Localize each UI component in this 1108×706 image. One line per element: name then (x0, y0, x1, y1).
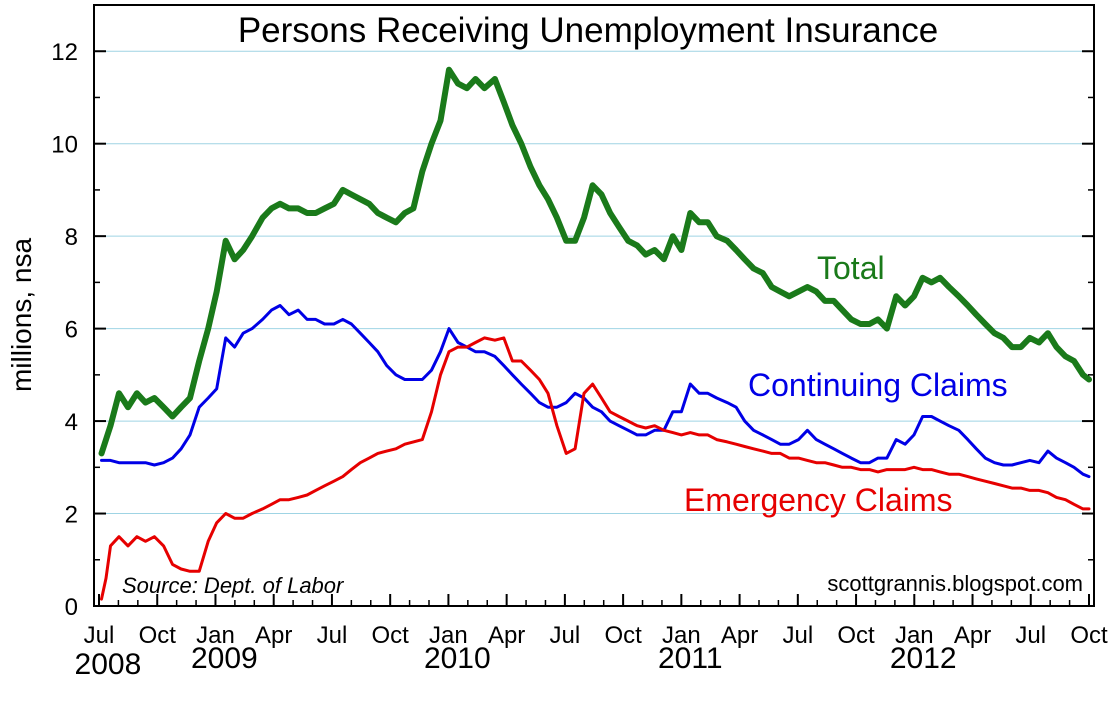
y-tick-label: 6 (65, 317, 78, 344)
series-layer (98, 66, 1092, 601)
plot-frame (93, 4, 1095, 607)
series-label-continuing-claims: Continuing Claims (748, 367, 1008, 403)
x-tick-label: Jul (550, 622, 581, 649)
site-note: scottgrannis.blogspot.com (827, 571, 1083, 596)
year-label: 2009 (191, 642, 258, 675)
source-note: Source: Dept. of Labor (122, 573, 345, 598)
year-label: 2012 (890, 642, 957, 675)
series-line-total (98, 66, 1092, 457)
chart-title: Persons Receiving Unemployment Insurance (238, 11, 938, 50)
x-tick-label: Oct (604, 622, 642, 649)
series-line-emergency-claims (100, 336, 1091, 601)
year-label: 2010 (424, 642, 491, 675)
x-tick-label: Oct (372, 622, 410, 649)
x-tick-label: Jan (429, 622, 468, 649)
x-tick-label: Jul (782, 622, 813, 649)
x-tick-label: Oct (837, 622, 875, 649)
y-axis: 0 2 4 6 8 10 12 (51, 39, 1094, 621)
x-tick-label: Jan (895, 622, 934, 649)
y-axis-title: millions, nsa (6, 238, 37, 392)
y-tick-label: 2 (65, 502, 78, 529)
x-tick-label: Apr (954, 622, 991, 649)
y-tick-label: 4 (65, 409, 78, 436)
gridlines (94, 50, 1094, 515)
year-label: 2008 (75, 648, 142, 681)
x-tick-label: Jan (662, 622, 701, 649)
x-tick-label: Jul (317, 622, 348, 649)
year-label: 2011 (658, 642, 723, 675)
x-tick-label: Oct (139, 622, 177, 649)
x-tick-label: Jan (196, 622, 235, 649)
x-tick-label: Apr (721, 622, 758, 649)
series-label-total: Total (817, 250, 885, 286)
y-tick-label: 10 (51, 132, 78, 159)
y-tick-label: 12 (51, 39, 78, 66)
x-tick-label: Jul (1015, 622, 1046, 649)
x-axis: Jul Oct Jan Apr Jul Oct Jan Apr Jul Oct Jan Apr Jul O… (84, 594, 1108, 649)
series-line-continuing-claims (100, 304, 1091, 479)
x-tick-label: Oct (1070, 622, 1108, 649)
y-tick-label: 8 (65, 224, 78, 251)
x-tick-label: Apr (488, 622, 525, 649)
x-tick-label: Apr (255, 622, 292, 649)
year-labels: 2008 2009 2010 2011 2012 (75, 642, 957, 681)
x-tick-label: Jul (84, 622, 115, 649)
y-tick-label: 0 (65, 594, 78, 621)
series-label-emergency-claims: Emergency Claims (684, 482, 953, 518)
